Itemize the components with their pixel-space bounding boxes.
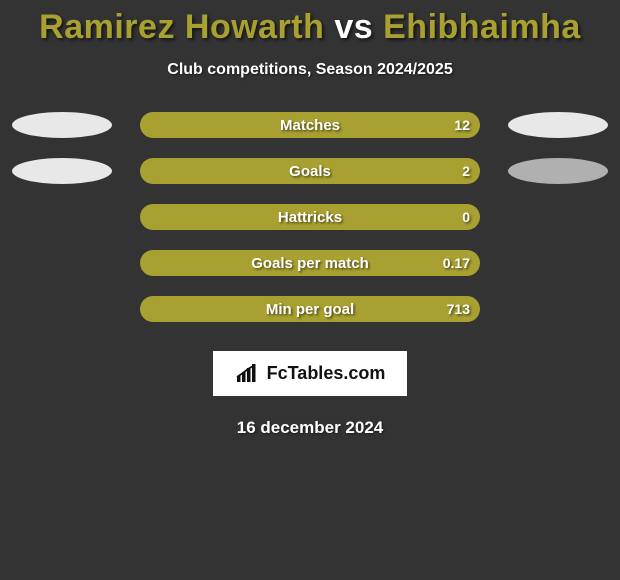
stat-label: Matches — [280, 117, 340, 134]
page-title: Ramirez Howarth vs Ehibhaimha — [39, 8, 581, 47]
stat-bar: Hattricks 0 — [140, 204, 480, 230]
stat-value: 713 — [447, 301, 470, 317]
stat-bar: Min per goal 713 — [140, 296, 480, 322]
stat-label: Goals — [289, 163, 331, 180]
stat-label: Min per goal — [266, 301, 354, 318]
comparison-card: Ramirez Howarth vs Ehibhaimha Club compe… — [0, 0, 620, 438]
stat-row: Min per goal 713 — [0, 295, 620, 323]
stat-row: Hattricks 0 — [0, 203, 620, 231]
stat-row: Goals per match 0.17 — [0, 249, 620, 277]
stat-value: 2 — [462, 163, 470, 179]
brand-text: FcTables.com — [267, 363, 386, 384]
stat-value: 0 — [462, 209, 470, 225]
stat-row: Matches 12 — [0, 111, 620, 139]
player2-ellipse-icon — [508, 158, 608, 184]
stats-block: Matches 12 Goals 2 Hattricks 0 Goals per match… — [0, 111, 620, 323]
player1-ellipse-icon — [12, 112, 112, 138]
stat-bar: Goals 2 — [140, 158, 480, 184]
stat-value: 12 — [454, 117, 470, 133]
footer-date: 16 december 2024 — [237, 418, 384, 438]
bar-chart-icon — [235, 364, 259, 384]
stat-label: Hattricks — [278, 209, 342, 226]
stat-bar: Matches 12 — [140, 112, 480, 138]
player1-name: Ramirez Howarth — [39, 8, 324, 46]
stat-row: Goals 2 — [0, 157, 620, 185]
stat-bar: Goals per match 0.17 — [140, 250, 480, 276]
stat-label: Goals per match — [251, 255, 369, 272]
stat-value: 0.17 — [443, 255, 470, 271]
player1-ellipse-icon — [12, 158, 112, 184]
player2-name: Ehibhaimha — [383, 8, 581, 46]
brand-box[interactable]: FcTables.com — [213, 351, 408, 396]
player2-ellipse-icon — [508, 112, 608, 138]
vs-text: vs — [334, 8, 373, 46]
subtitle: Club competitions, Season 2024/2025 — [167, 61, 452, 79]
